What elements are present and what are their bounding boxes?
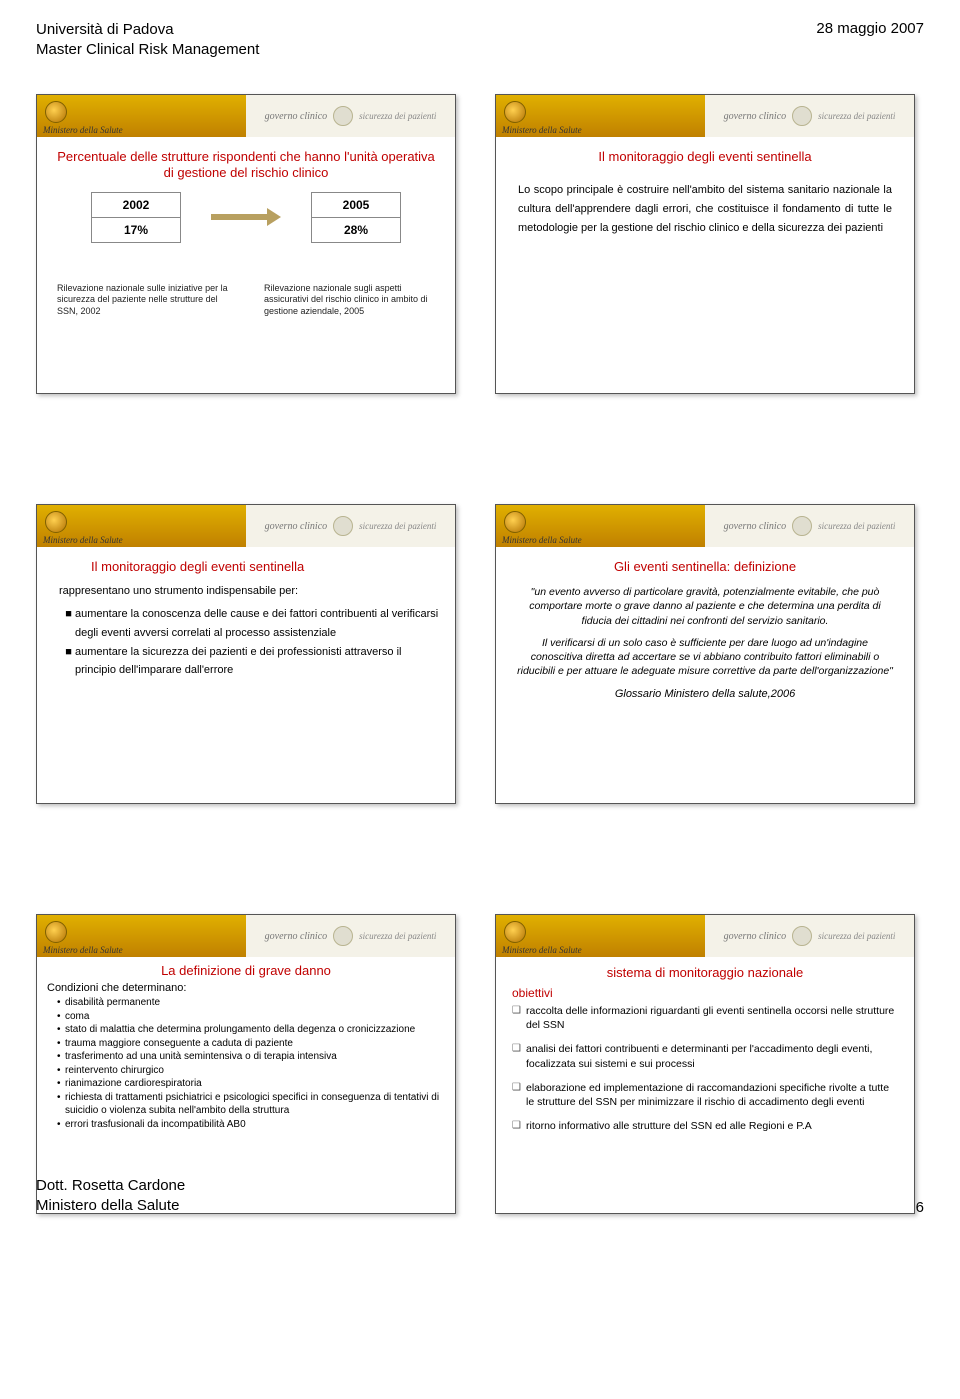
sicurezza-label: sicurezza dei pazienti	[818, 521, 895, 531]
sicurezza-label: sicurezza dei pazienti	[818, 111, 895, 121]
slide5-list: disabilità permanente coma stato di mala…	[47, 996, 445, 1131]
slide5-item: errori trasfusionali da incompatibilità …	[57, 1118, 445, 1132]
banner-right: governo clinico sicurezza dei pazienti	[246, 95, 455, 137]
slide4-glossary: Glossario Ministero della salute,2006	[510, 688, 900, 700]
slide-banner: Ministero della Salute governo clinico s…	[37, 95, 455, 137]
caption-b: Rilevazione nazionale sugli aspetti assi…	[264, 283, 435, 318]
arrow-icon	[211, 210, 281, 224]
sicurezza-label: sicurezza dei pazienti	[818, 931, 895, 941]
slide-4: Ministero della Salute governo clinico si…	[495, 504, 915, 804]
slide-grid: Ministero della Salute governo clinico s…	[36, 94, 924, 1214]
slide5-item: disabilità permanente	[57, 996, 445, 1010]
yearbox-2005: 2005 28%	[311, 192, 401, 243]
ministero-label: Ministero della Salute	[502, 125, 582, 135]
slide-6: Ministero della Salute governo clinico si…	[495, 914, 915, 1214]
slide6-o3: elaborazione ed implementazione di racco…	[512, 1081, 898, 1109]
emblem-icon	[45, 101, 67, 123]
slide1-title: Percentuale delle strutture rispondenti …	[51, 149, 441, 182]
slide6-o1: raccolta delle informazioni riguardanti …	[512, 1004, 898, 1032]
slide5-title: La definizione di grave danno	[47, 963, 445, 978]
caption-row: Rilevazione nazionale sulle iniziative p…	[51, 283, 441, 318]
slide2-paragraph: Lo scopo principale è costruire nell'amb…	[510, 175, 900, 243]
slide6-title: sistema di monitoraggio nazionale	[512, 965, 898, 980]
slide3-b1: aumentare la conoscenza delle cause e de…	[75, 605, 441, 642]
slide5-item: stato di malattia che determina prolunga…	[57, 1023, 445, 1037]
banner-left: Ministero della Salute	[37, 95, 246, 137]
slide-5: Ministero della Salute governo clinico si…	[36, 914, 456, 1214]
ministero-label: Ministero della Salute	[502, 945, 582, 955]
slide3-intro: rappresentano uno strumento indispensabi…	[59, 585, 433, 597]
slide-2: Ministero della Salute governo clinico si…	[495, 94, 915, 394]
slide5-item: rianimazione cardiorespiratoria	[57, 1077, 445, 1091]
pct-a: 17%	[92, 218, 180, 242]
slide6-o2: analisi dei fattori contribuenti e deter…	[512, 1042, 898, 1070]
slide-banner: Ministero della Salute governo clinico si…	[37, 505, 455, 547]
ministero-label: Ministero della Salute	[43, 535, 123, 545]
page: Università di Padova Master Clinical Ris…	[0, 0, 960, 1230]
governo-label: governo clinico	[265, 931, 327, 942]
seal-icon	[333, 516, 353, 536]
emblem-icon	[504, 921, 526, 943]
slide5-item: reintervento chirurgico	[57, 1064, 445, 1078]
slide-1: Ministero della Salute governo clinico s…	[36, 94, 456, 394]
seal-icon	[792, 926, 812, 946]
flow-row: 2002 17% 2005 28%	[51, 192, 441, 243]
governo-label: governo clinico	[265, 111, 327, 122]
slide4-def2: Il verificarsi di un solo caso è suffici…	[516, 636, 894, 679]
slide4-def1: "un evento avverso di particolare gravit…	[516, 585, 894, 628]
slide6-sub: obiettivi	[512, 986, 898, 1000]
footer-org: Ministero della Salute	[36, 1196, 185, 1216]
seal-icon	[792, 516, 812, 536]
year-b: 2005	[312, 193, 400, 218]
header-date: 28 maggio 2007	[816, 20, 924, 37]
slide5-intro: Condizioni che determinano:	[47, 982, 445, 994]
slide3-bullets: aumentare la conoscenza delle cause e de…	[51, 605, 441, 680]
slide5-item: trasferimento ad una unità semintensiva …	[57, 1050, 445, 1064]
slide3-b2: aumentare la sicurezza dei pazienti e de…	[75, 643, 441, 680]
footer-left: Dott. Rosetta Cardone Ministero della Sa…	[36, 1176, 185, 1217]
emblem-icon	[45, 921, 67, 943]
slide4-title: Gli eventi sentinella: definizione	[510, 559, 900, 575]
governo-label: governo clinico	[724, 521, 786, 532]
yearbox-2002: 2002 17%	[91, 192, 181, 243]
footer-page: 6	[916, 1199, 924, 1216]
sicurezza-label: sicurezza dei pazienti	[359, 931, 436, 941]
slide-banner: Ministero della Salute governo clinico si…	[37, 915, 455, 957]
slide-3: Ministero della Salute governo clinico si…	[36, 504, 456, 804]
emblem-icon	[45, 511, 67, 533]
slide6-o4: ritorno informativo alle strutture del S…	[512, 1119, 898, 1133]
slide-banner: Ministero della Salute governo clinico si…	[496, 95, 914, 137]
emblem-icon	[504, 511, 526, 533]
header-master: Master Clinical Risk Management	[36, 40, 259, 60]
slide-banner: Ministero della Salute governo clinico si…	[496, 505, 914, 547]
slide5-item: coma	[57, 1010, 445, 1024]
emblem-icon	[504, 101, 526, 123]
slide5-item: richiesta di trattamenti psichiatrici e …	[57, 1091, 445, 1118]
sicurezza-label: sicurezza dei pazienti	[359, 521, 436, 531]
header-university: Università di Padova	[36, 20, 259, 40]
slide2-title: Il monitoraggio degli eventi sentinella	[510, 149, 900, 165]
header-left: Università di Padova Master Clinical Ris…	[36, 20, 259, 61]
governo-label: governo clinico	[724, 931, 786, 942]
ministero-label: Ministero della Salute	[43, 945, 123, 955]
slide-body: Percentuale delle strutture rispondenti …	[37, 137, 455, 394]
ministero-label: Ministero della Salute	[43, 125, 123, 135]
slide5-item: trauma maggiore conseguente a caduta di …	[57, 1037, 445, 1051]
footer-author: Dott. Rosetta Cardone	[36, 1176, 185, 1196]
slide3-title: Il monitoraggio degli eventi sentinella	[91, 559, 441, 575]
sicurezza-label: sicurezza dei pazienti	[359, 111, 436, 121]
pct-b: 28%	[312, 218, 400, 242]
governo-label: governo clinico	[265, 521, 327, 532]
caption-a: Rilevazione nazionale sulle iniziative p…	[57, 283, 228, 318]
seal-icon	[333, 926, 353, 946]
seal-icon	[792, 106, 812, 126]
year-a: 2002	[92, 193, 180, 218]
governo-label: governo clinico	[724, 111, 786, 122]
ministero-label: Ministero della Salute	[502, 535, 582, 545]
slide-banner: Ministero della Salute governo clinico si…	[496, 915, 914, 957]
seal-icon	[333, 106, 353, 126]
